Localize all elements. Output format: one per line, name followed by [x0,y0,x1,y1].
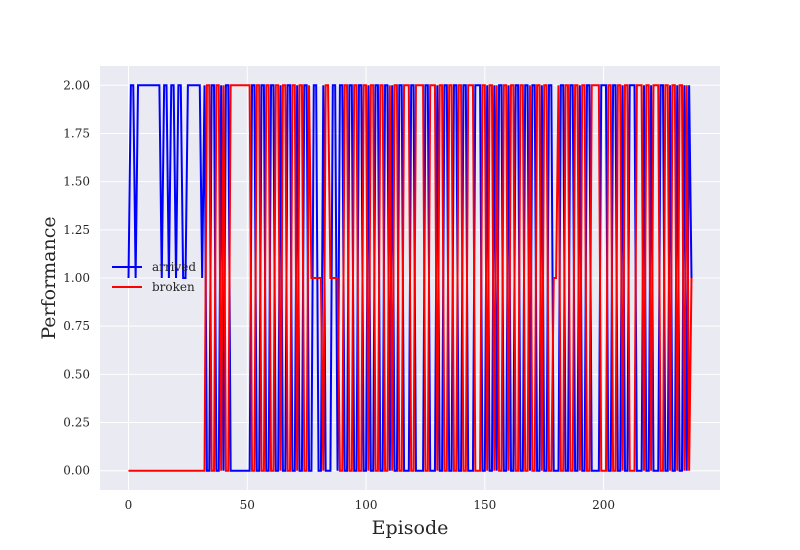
y-tick-label: 1.00 [63,271,90,285]
y-tick-label: 0.75 [63,319,90,333]
x-axis-title: Episode [372,517,449,539]
x-tick-label: 50 [240,498,255,512]
legend-label-broken: broken [152,280,195,294]
x-tick-label: 150 [473,498,496,512]
series-layer [127,84,693,472]
y-tick-label: 2.00 [63,78,90,92]
legend: arrived broken [112,260,196,294]
y-axis-ticks: 0.00 0.25 0.50 0.75 1.00 1.25 1.50 1.75 2.00 [63,78,90,477]
y-tick-label: 0.00 [63,464,90,478]
y-tick-label: 0.50 [63,367,90,381]
series-line-broken [128,84,693,472]
x-tick-label: 0 [125,498,133,512]
x-tick-label: 100 [355,498,378,512]
y-axis-title: Performance [38,216,60,339]
x-axis-ticks: 0 50 100 150 200 [125,498,615,512]
y-tick-label: 1.75 [63,126,90,140]
legend-label-arrived: arrived [152,260,196,274]
y-tick-label: 1.50 [63,175,90,189]
y-tick-label: 1.25 [63,223,90,237]
x-tick-label: 200 [592,498,615,512]
y-tick-label: 0.25 [63,416,90,430]
